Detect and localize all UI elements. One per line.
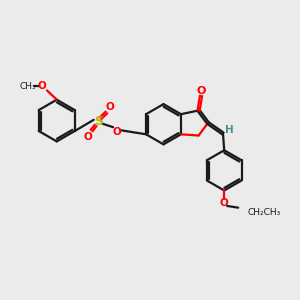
Text: H: H bbox=[225, 125, 233, 135]
Text: CH₃: CH₃ bbox=[20, 82, 36, 91]
Text: O: O bbox=[196, 86, 206, 96]
Text: O: O bbox=[220, 199, 229, 208]
Text: O: O bbox=[113, 127, 122, 137]
Text: CH₂CH₃: CH₂CH₃ bbox=[247, 208, 280, 217]
Text: O: O bbox=[105, 102, 114, 112]
Text: O: O bbox=[38, 81, 46, 91]
Text: S: S bbox=[94, 115, 103, 128]
Text: O: O bbox=[84, 131, 93, 142]
